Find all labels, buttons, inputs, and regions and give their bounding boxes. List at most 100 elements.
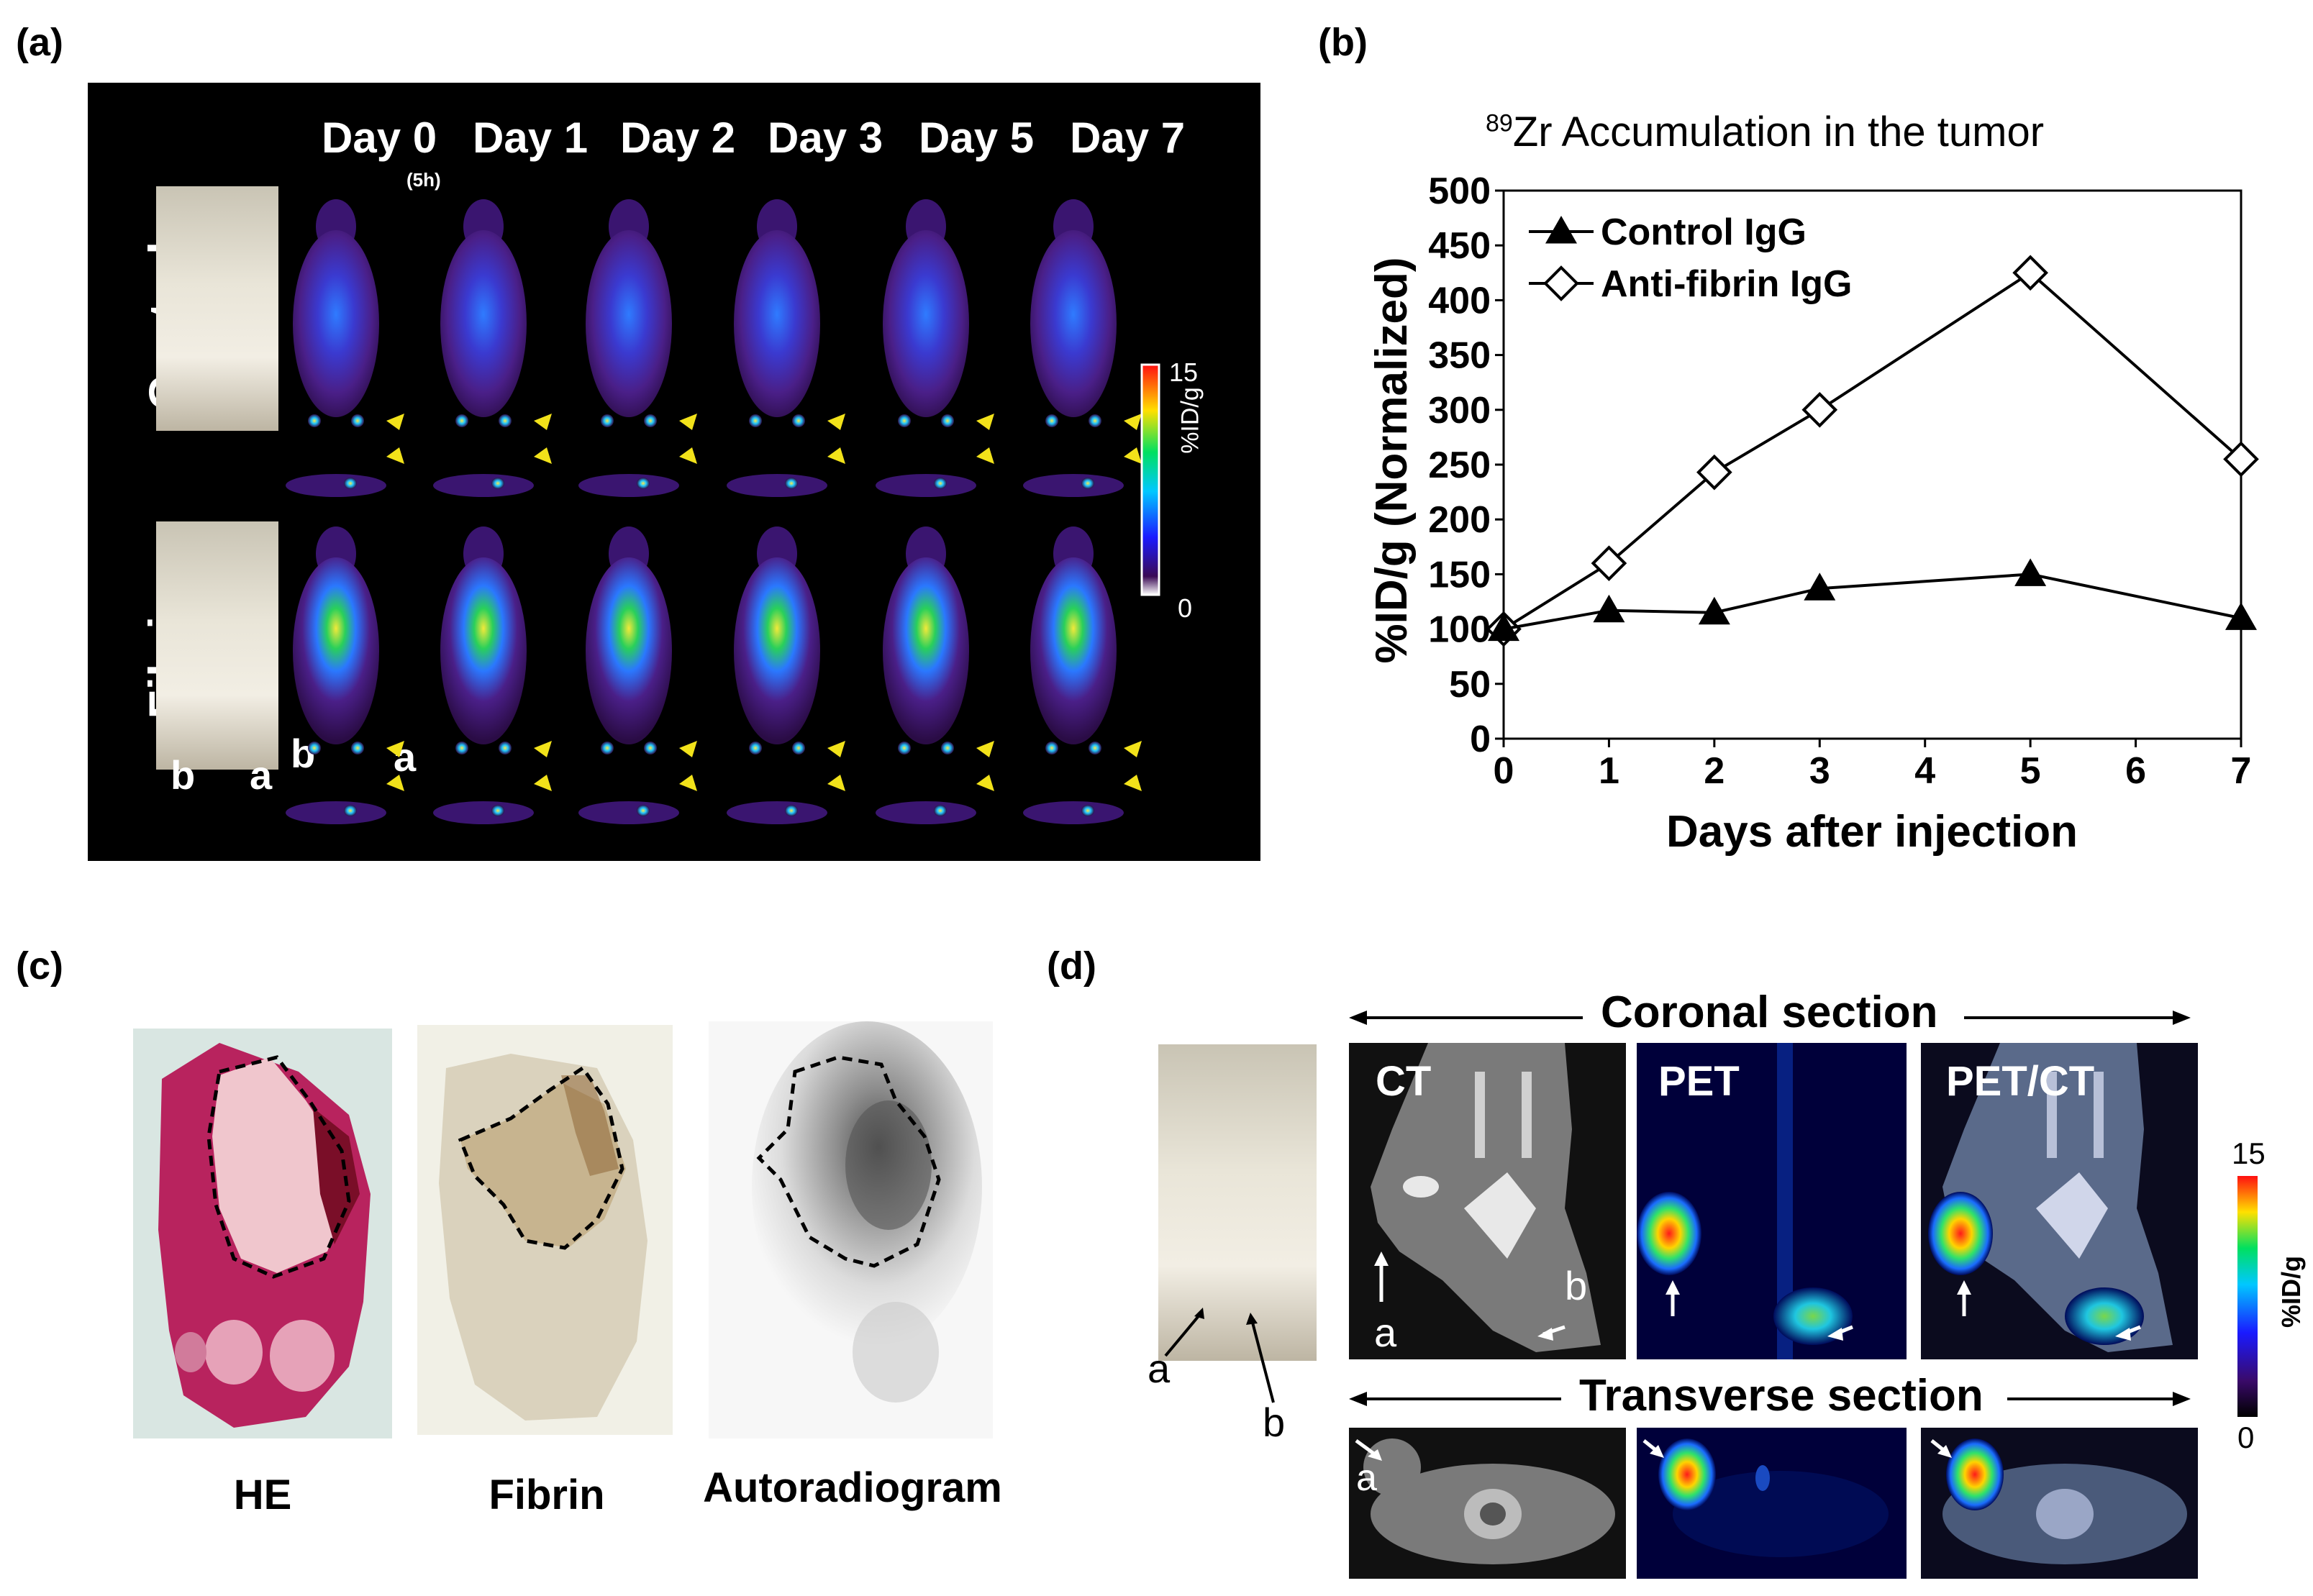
mouse-scan <box>876 526 994 824</box>
chart-title-text: Zr Accumulation in the tumor <box>1512 109 2045 155</box>
chart-title: 89Zr Accumulation in the tumor <box>1486 108 2044 156</box>
day-label: Day 3 <box>768 114 883 162</box>
data-point-triangle <box>1804 573 1836 601</box>
ct-mark-a: a <box>1374 1310 1397 1355</box>
data-point-diamond <box>2223 441 2259 478</box>
day0-note: (5h) <box>406 169 441 191</box>
series-control-igg <box>1488 558 2257 642</box>
tumor-arrowhead <box>976 741 994 757</box>
x-tick-label: 4 <box>1914 750 1935 792</box>
y-tick-label: 100 <box>1428 609 1491 651</box>
data-point-triangle <box>1698 596 1730 625</box>
colorbar-a-unit: %ID/g <box>1176 387 1204 454</box>
ct-coronal-image <box>1349 1043 1626 1359</box>
y-tick-label: 350 <box>1428 335 1491 377</box>
tumor-arrowhead <box>534 414 552 430</box>
data-point-triangle <box>2225 602 2257 630</box>
y-tick-label: 150 <box>1428 554 1491 596</box>
ct-transverse-image <box>1349 1428 1626 1579</box>
caption-autoradiogram: Autoradiogram <box>703 1464 1002 1511</box>
tumor-arrowhead <box>1124 414 1142 430</box>
y-tick-label: 400 <box>1428 280 1491 322</box>
tumor-arrowhead <box>827 414 845 430</box>
panel-d-label: (d) <box>1047 944 1096 988</box>
x-tick-label: 3 <box>1809 750 1830 792</box>
mouse-scan <box>286 526 404 824</box>
tumor-arrowhead <box>679 447 697 464</box>
y-tick-label: 200 <box>1428 499 1491 541</box>
x-tick-label: 1 <box>1599 750 1619 792</box>
autoradiogram-image <box>709 1021 993 1438</box>
chart-title-superscript: 89 <box>1486 109 1513 137</box>
y-tick-label: 450 <box>1428 225 1491 267</box>
mouse-scan <box>1023 526 1142 824</box>
y-tick-label: 0 <box>1470 719 1491 760</box>
day-label: Day 7 <box>1070 114 1186 162</box>
ct-mark-b: b <box>1565 1263 1588 1308</box>
mouse-scan <box>727 199 845 497</box>
tumor-arrowhead <box>679 741 697 757</box>
fibrin-stain-image <box>417 1025 673 1435</box>
data-point-triangle <box>1545 216 1577 244</box>
tumor-arrowhead <box>976 447 994 464</box>
colorbar-a-max: 15 <box>1169 357 1199 387</box>
series-group <box>1486 255 2259 647</box>
control-row-scans <box>286 199 1142 497</box>
data-point-triangle <box>1593 594 1625 623</box>
tumor-arrowhead <box>386 447 404 464</box>
data-point-diamond <box>1591 545 1627 581</box>
photo-d-mark-b: b <box>1263 1400 1286 1445</box>
caption-he: HE <box>233 1472 292 1518</box>
y-tick-label: 500 <box>1428 170 1491 212</box>
x-axis-label: Days after injection <box>1666 807 2078 857</box>
data-point-triangle <box>1488 613 1519 642</box>
x-tick-label: 7 <box>2231 750 2252 792</box>
photo-mark-a: a <box>250 752 273 798</box>
tumor-arrowhead <box>1124 447 1142 464</box>
panel-a-label: (a) <box>16 21 63 64</box>
series-line <box>1502 270 2242 631</box>
ct-transverse-mark-a: a <box>1356 1457 1377 1499</box>
scan-mark-a: a <box>394 734 417 780</box>
pet-image-panel: Day 0 Day 1 Day 2 Day 3 Day 5 Day 7 (5h)… <box>88 83 1260 861</box>
tumor-arrowhead <box>976 414 994 430</box>
colorbar-a <box>1140 363 1160 596</box>
x-tick-label: 6 <box>2125 750 2146 792</box>
data-point-triangle <box>2014 558 2047 586</box>
tumor-arrowhead <box>534 447 552 464</box>
mouse-photo-control <box>156 186 278 431</box>
panel-c-label: (c) <box>16 944 63 988</box>
mouse-photo-d <box>1158 1044 1317 1361</box>
y-tick-label: 50 <box>1449 664 1491 706</box>
colorbar-d-max: 15 <box>2232 1136 2266 1170</box>
caption-fibrin: Fibrin <box>488 1472 605 1518</box>
day-label: Day 0 <box>322 114 437 162</box>
panel-b-label: (b) <box>1318 21 1368 64</box>
y-tick-label: 250 <box>1428 444 1491 486</box>
mouse-scan <box>433 199 552 497</box>
view-label-ct: CT <box>1376 1058 1432 1105</box>
fibrin-row-scans <box>286 526 1142 824</box>
he-stain-image <box>133 1029 392 1438</box>
tumor-arrowhead <box>534 741 552 757</box>
legend-item: Control IgG <box>1529 211 1807 253</box>
mouse-scan <box>433 526 552 824</box>
transverse-arrow <box>1349 1392 2191 1406</box>
colorbar-d-min: 0 <box>2237 1421 2255 1454</box>
colorbar-a-min: 0 <box>1178 593 1193 623</box>
pet-coronal-image <box>1637 1043 1907 1359</box>
colorbar-d <box>2237 1176 2258 1417</box>
tumor-arrowhead <box>386 775 404 791</box>
y-axis-label: %ID/g (Normalized) <box>1367 257 1417 664</box>
petct-transverse-image <box>1921 1428 2198 1579</box>
tumor-arrowhead <box>386 741 404 757</box>
petct-coronal-image <box>1921 1043 2198 1359</box>
view-label-pet: PET <box>1658 1058 1740 1105</box>
mouse-scan <box>1023 199 1142 497</box>
y-ticks: 0 50 100 150 200 250 300 350 400 450 500 <box>1428 170 1504 760</box>
data-point-diamond <box>1801 391 1838 428</box>
mouse-photo-fibrin <box>156 521 278 770</box>
legend: Control IgG Anti-fibrin IgG <box>1529 211 1852 305</box>
day-label: Day 5 <box>919 114 1035 162</box>
